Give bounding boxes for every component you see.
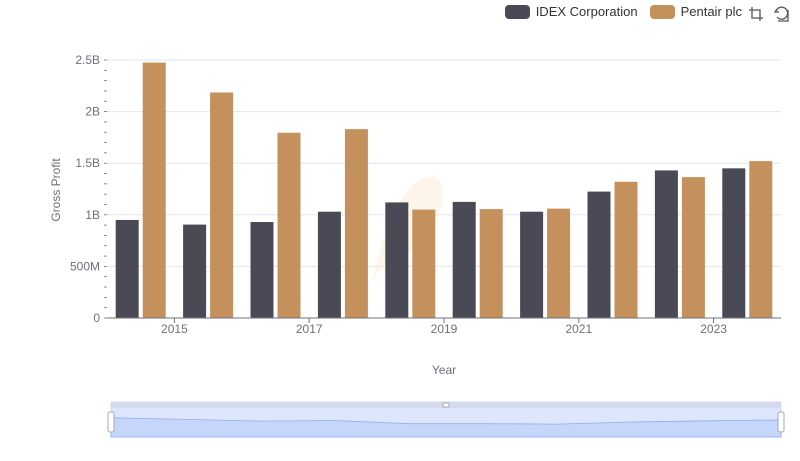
legend-label-pentair: Pentair plc (680, 4, 742, 19)
bar-pentair-2021[interactable] (614, 181, 638, 318)
y-tick-label: 500M (70, 259, 100, 273)
bar-idex-2021[interactable] (587, 191, 611, 318)
bar-idex-2018[interactable] (385, 202, 409, 318)
x-tick-label: 2021 (565, 322, 592, 336)
y-tick-label: 2B (85, 105, 100, 119)
legend-item-pentair[interactable]: Pentair plc (649, 4, 742, 19)
bars (115, 62, 773, 319)
y-axis-label: Gross Profit (49, 158, 63, 222)
y-axis: 0 500M 1B 1.5B 2B 2.5B (70, 53, 107, 325)
y-tick-label: 1B (85, 208, 100, 222)
x-tick-label: 2015 (161, 322, 188, 336)
legend-label-idex: IDEX Corporation (535, 4, 638, 19)
bar-pentair-2015[interactable] (210, 92, 234, 319)
legend-swatch-idex (504, 4, 530, 19)
x-axis: 2015 2017 2019 2021 2023 (107, 317, 781, 336)
bar-pentair-2023[interactable] (749, 161, 773, 318)
bar-idex-2019[interactable] (452, 201, 476, 318)
bar-idex-2014[interactable] (115, 219, 139, 318)
data-zoom-handle-left[interactable] (107, 411, 115, 433)
x-tick-label: 2017 (296, 322, 323, 336)
bar-pentair-2022[interactable] (681, 177, 705, 318)
y-tick-label: 1.5B (75, 156, 100, 170)
bar-idex-2015[interactable] (183, 224, 207, 318)
bar-pentair-2019[interactable] (479, 209, 503, 318)
x-tick-label: 2019 (431, 322, 458, 336)
data-zoom-handle-right[interactable] (777, 411, 785, 433)
bar-pentair-2014[interactable] (142, 62, 166, 318)
restore-icon[interactable] (774, 6, 790, 22)
legend: IDEX Corporation Pentair plc (504, 4, 742, 19)
legend-swatch-pentair (649, 4, 675, 19)
x-axis-label: Year (432, 363, 456, 377)
bar-pentair-2016[interactable] (277, 132, 301, 318)
y-tick-label: 2.5B (75, 53, 100, 67)
zoom-icon[interactable] (748, 6, 764, 22)
bar-idex-2016[interactable] (250, 222, 274, 318)
x-tick-label: 2023 (700, 322, 727, 336)
legend-item-idex[interactable]: IDEX Corporation (504, 4, 638, 19)
bar-idex-2020[interactable] (520, 211, 544, 318)
bar-pentair-2018[interactable] (412, 209, 436, 318)
grid-lines (107, 59, 781, 319)
data-zoom-slider[interactable] (107, 401, 785, 438)
bar-pentair-2020[interactable] (547, 208, 571, 318)
bar-pentair-2017[interactable] (344, 129, 368, 318)
data-zoom-grip[interactable] (442, 402, 450, 408)
bar-idex-2022[interactable] (654, 170, 678, 318)
bar-idex-2017[interactable] (317, 211, 341, 318)
y-tick-label: 0 (93, 311, 100, 325)
toolbox (748, 6, 790, 22)
bar-idex-2023[interactable] (722, 168, 746, 318)
